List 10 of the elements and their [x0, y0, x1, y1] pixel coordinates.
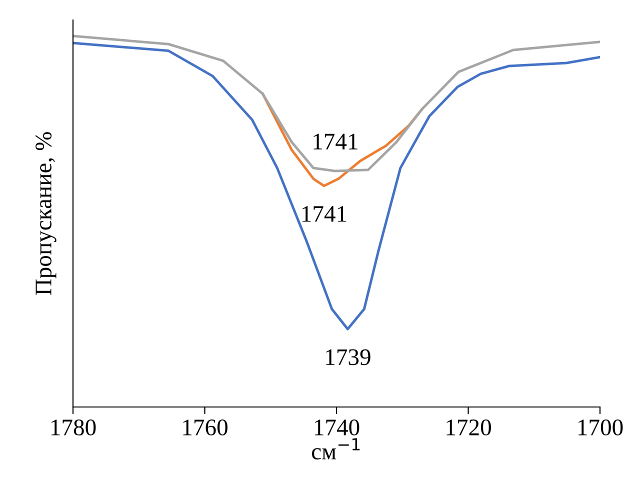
annotation: 1741 [302, 206, 346, 222]
x-tick-label: 1700 [578, 419, 623, 436]
x-tick-label: 1720 [446, 419, 491, 436]
x-tick-label: 1780 [51, 419, 96, 436]
y-axis-title: Пропускание, % [36, 132, 56, 296]
x-tick-label: 1740 [314, 419, 360, 436]
x-tick-label: 1760 [183, 419, 228, 436]
annotation: 1741 [314, 134, 358, 150]
x-axis-title: см$^{−1}$ [312, 438, 360, 460]
annotation: 1739 [326, 349, 370, 366]
